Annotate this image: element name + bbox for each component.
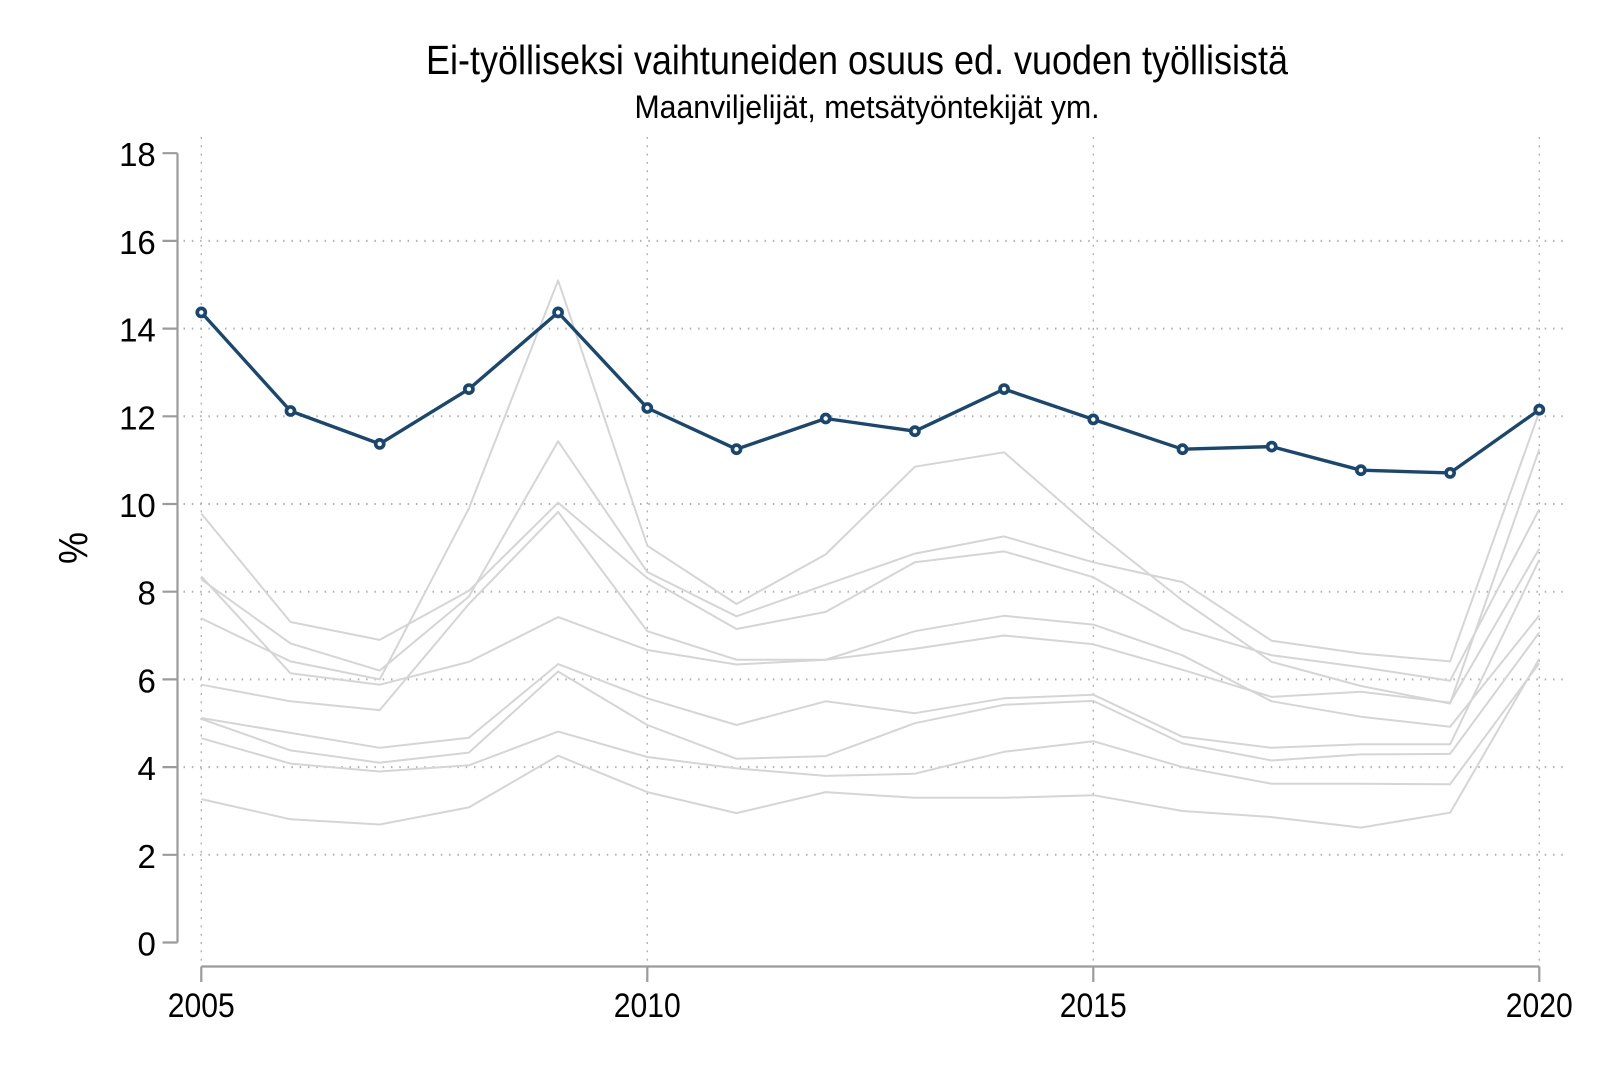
svg-text:2005: 2005: [168, 987, 235, 1025]
svg-text:%: %: [51, 532, 97, 564]
svg-text:2: 2: [137, 838, 155, 875]
svg-text:Ei-työlliseksi vaihtuneiden os: Ei-työlliseksi vaihtuneiden osuus ed. vu…: [426, 37, 1288, 83]
svg-text:12: 12: [119, 399, 156, 436]
svg-text:Maanviljelijät, metsätyöntekij: Maanviljelijät, metsätyöntekijät ym.: [635, 88, 1100, 125]
svg-text:6: 6: [137, 662, 155, 699]
svg-text:4: 4: [137, 750, 155, 787]
svg-text:2010: 2010: [614, 987, 681, 1025]
svg-text:8: 8: [137, 575, 155, 612]
svg-text:16: 16: [119, 224, 156, 261]
svg-text:10: 10: [119, 487, 156, 524]
svg-text:0: 0: [137, 926, 155, 963]
svg-text:14: 14: [119, 312, 156, 349]
svg-text:2020: 2020: [1506, 987, 1573, 1025]
svg-text:2015: 2015: [1060, 987, 1127, 1025]
svg-text:18: 18: [119, 136, 156, 173]
